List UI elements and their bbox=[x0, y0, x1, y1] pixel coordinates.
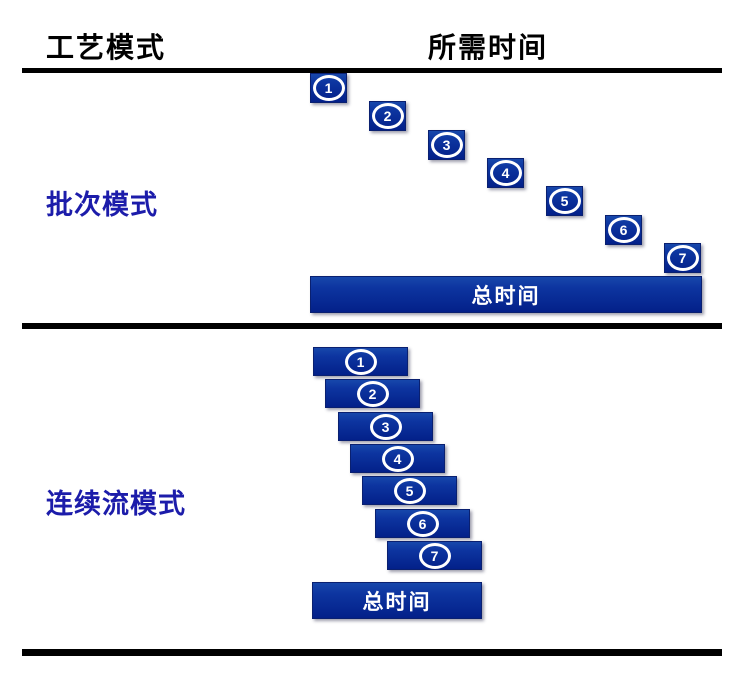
batch-step-box-3: 3 bbox=[428, 130, 465, 160]
divider-bottom bbox=[22, 649, 722, 656]
continuous-step-number-circle: 6 bbox=[406, 510, 439, 537]
divider-top bbox=[22, 68, 722, 73]
continuous-step-box-5: 5 bbox=[362, 476, 457, 505]
column-header-required-time: 所需时间 bbox=[428, 32, 549, 63]
batch-step-number-circle: 1 bbox=[312, 75, 345, 101]
continuous-flow-mode-label: 连续流模式 bbox=[46, 489, 186, 519]
batch-step-number-circle: 2 bbox=[371, 103, 404, 129]
continuous-step-number-circle: 4 bbox=[381, 445, 414, 472]
batch-step-box-5: 5 bbox=[546, 186, 583, 216]
batch-step-number-circle: 6 bbox=[607, 217, 640, 243]
batch-step-box-2: 2 bbox=[369, 101, 406, 131]
batch-total-time-label: 总时间 bbox=[471, 284, 541, 308]
batch-step-number-circle: 5 bbox=[548, 188, 581, 214]
batch-mode-label: 批次模式 bbox=[46, 190, 158, 220]
continuous-total-time-bar: 总时间 bbox=[312, 582, 482, 619]
continuous-step-box-4: 4 bbox=[350, 444, 445, 473]
continuous-step-number-circle: 7 bbox=[418, 542, 451, 569]
continuous-step-box-7: 7 bbox=[387, 541, 482, 570]
batch-step-number-circle: 7 bbox=[666, 245, 699, 271]
divider-middle bbox=[22, 323, 722, 329]
batch-step-box-1: 1 bbox=[310, 73, 347, 103]
continuous-total-time-label: 总时间 bbox=[362, 590, 432, 614]
continuous-step-box-1: 1 bbox=[313, 347, 408, 376]
continuous-step-box-6: 6 bbox=[375, 509, 470, 538]
batch-step-box-7: 7 bbox=[664, 243, 701, 273]
continuous-step-number-circle: 3 bbox=[369, 413, 402, 440]
batch-step-box-4: 4 bbox=[487, 158, 524, 188]
continuous-step-number-circle: 2 bbox=[356, 380, 389, 407]
column-header-process-mode: 工艺模式 bbox=[46, 32, 167, 63]
continuous-step-box-2: 2 bbox=[325, 379, 420, 408]
batch-step-box-6: 6 bbox=[605, 215, 642, 245]
continuous-step-box-3: 3 bbox=[338, 412, 433, 441]
batch-step-number-circle: 4 bbox=[489, 160, 522, 186]
batch-total-time-bar: 总时间 bbox=[310, 276, 702, 313]
continuous-step-number-circle: 5 bbox=[393, 477, 426, 504]
continuous-step-number-circle: 1 bbox=[344, 348, 377, 375]
batch-step-number-circle: 3 bbox=[430, 132, 463, 158]
